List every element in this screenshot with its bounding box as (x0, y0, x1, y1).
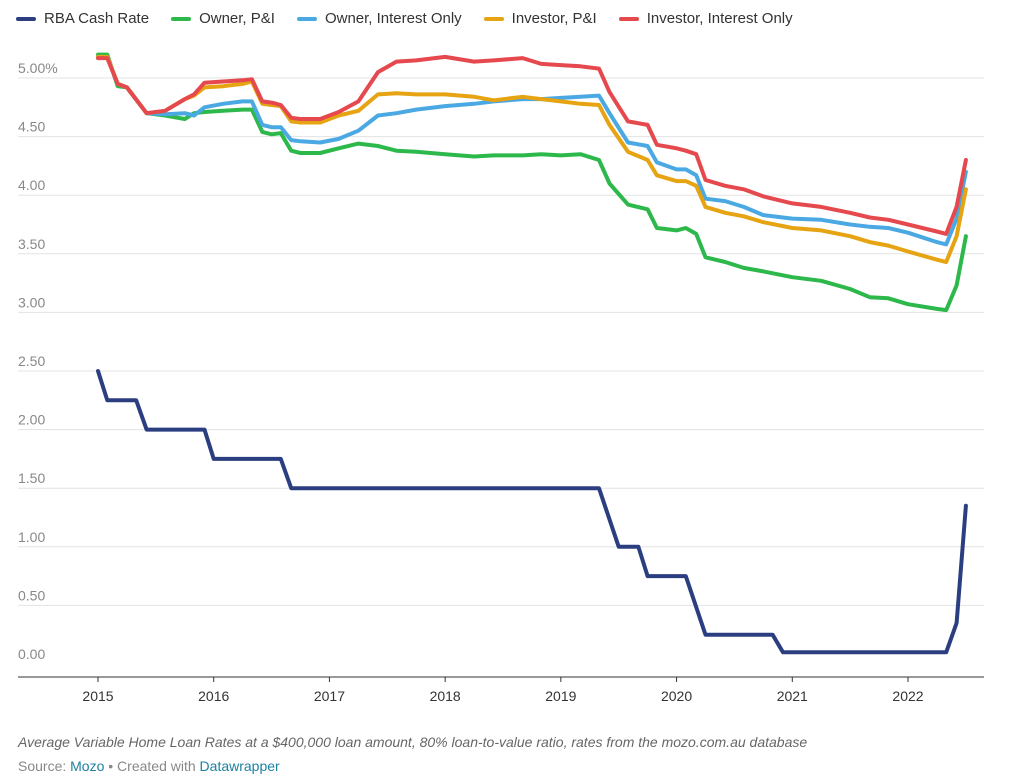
x-tick-label: 2017 (314, 688, 345, 704)
legend-label: Investor, Interest Only (646, 10, 793, 27)
series-line-rba-cash-rate (96, 369, 968, 655)
y-tick-label: 1.00 (18, 529, 45, 545)
y-tick-label: 3.00 (18, 294, 45, 310)
y-tick-label: 2.00 (18, 412, 45, 428)
legend-item-rba-cash-rate: RBA Cash Rate (16, 10, 149, 27)
series-line-investor-p-i (96, 54, 968, 264)
legend-item-investor-pi: Investor, P&I (483, 10, 597, 27)
series-line-investor-interest-only (96, 54, 968, 236)
y-tick-label: 3.50 (18, 236, 45, 252)
legend: RBA Cash Rate Owner, P&I Owner, Interest… (16, 10, 793, 27)
y-tick-label: 4.50 (18, 119, 45, 135)
x-tick-label: 2020 (661, 688, 692, 704)
source-line: Source: Mozo • Created with Datawrapper (18, 758, 280, 774)
legend-label: Owner, Interest Only (324, 10, 462, 27)
series-line-owner-p-i (96, 52, 968, 313)
y-tick-label: 5.00% (18, 60, 58, 76)
legend-item-investor-io: Investor, Interest Only (618, 10, 793, 27)
chart-notes: Average Variable Home Loan Rates at a $4… (18, 734, 808, 750)
x-tick-label: 2016 (198, 688, 229, 704)
line-chart: 0.00 0.50 1.00 1.50 2.00 2.50 3.00 3.50 4.00 4.50… (18, 52, 984, 704)
legend-swatch (296, 16, 317, 21)
y-tick-label: 0.00 (18, 646, 45, 662)
legend-label: RBA Cash Rate (44, 10, 150, 27)
source-separator: • Created with (104, 758, 200, 774)
x-tick-label: 2021 (777, 688, 808, 704)
source-link-datawrapper[interactable]: Datawrapper (199, 758, 280, 774)
legend-item-owner-pi: Owner, P&I (171, 10, 275, 27)
legend-swatch (483, 16, 504, 21)
legend-label: Owner, P&I (199, 10, 275, 27)
y-tick-label: 0.50 (18, 587, 45, 603)
legend-label: Investor, P&I (511, 10, 597, 27)
legend-swatch (171, 16, 192, 21)
legend-swatch (618, 16, 639, 21)
source-link-mozo[interactable]: Mozo (70, 758, 105, 774)
legend-item-owner-io: Owner, Interest Only (296, 10, 462, 27)
x-tick-label: 2015 (82, 688, 113, 704)
x-tick-label: 2018 (430, 688, 461, 704)
legend-swatch (16, 16, 36, 21)
x-tick-label: 2022 (892, 688, 923, 704)
y-tick-label: 1.50 (18, 470, 45, 486)
x-tick-label: 2019 (545, 688, 576, 704)
y-tick-label: 4.00 (18, 177, 45, 193)
y-tick-label: 2.50 (18, 353, 45, 369)
source-prefix: Source: (18, 758, 67, 774)
